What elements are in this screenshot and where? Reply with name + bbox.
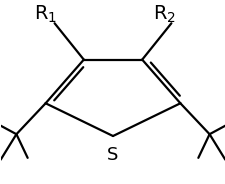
Text: $\mathregular{R_1}$: $\mathregular{R_1}$ (34, 3, 57, 25)
Text: $\mathregular{R_2}$: $\mathregular{R_2}$ (153, 3, 175, 25)
Text: S: S (107, 146, 118, 164)
